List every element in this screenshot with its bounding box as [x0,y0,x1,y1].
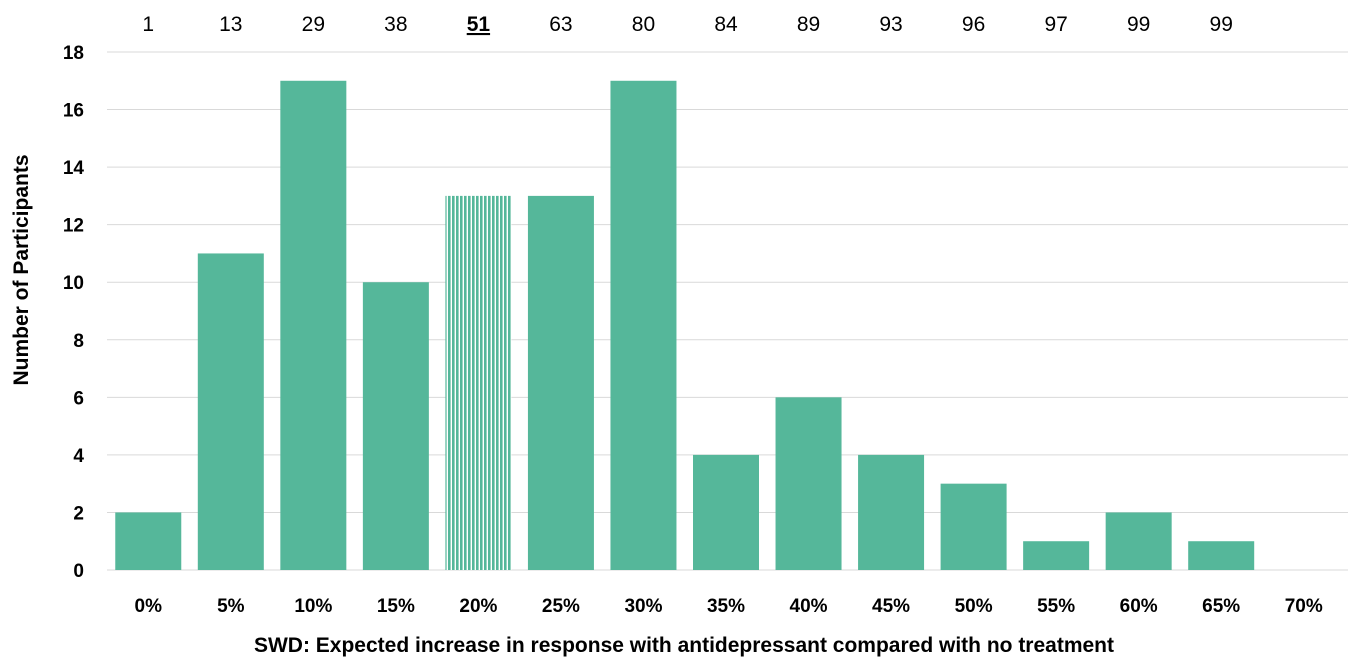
x-tick-label: 65% [1202,596,1240,617]
cumulative-label: 13 [219,13,242,36]
x-tick-label: 35% [707,596,745,617]
y-tick-label: 2 [73,503,84,524]
cumulative-label: 84 [714,13,738,36]
cumulative-label: 80 [632,13,655,36]
cumulative-label: 99 [1210,13,1233,36]
bar [280,80,347,571]
bar [197,253,264,570]
bar-highlighted [445,195,512,570]
cumulative-label: 63 [549,13,572,36]
bar [1105,512,1172,570]
y-axis-ticks: 0 2 4 6 8 10 12 14 16 18 [63,43,85,582]
x-tick-label: 60% [1120,596,1158,617]
y-tick-label: 14 [63,158,85,179]
y-tick-label: 4 [73,446,84,467]
x-axis-title: SWD: Expected increase in response with … [254,634,1114,657]
cumulative-label: 51 [467,13,491,36]
x-tick-label: 40% [790,596,828,617]
bars [115,80,1255,571]
bar [527,195,594,570]
x-tick-label: 5% [217,596,245,617]
y-tick-label: 8 [73,331,84,352]
bar [1023,541,1090,570]
cumulative-label: 97 [1044,13,1067,36]
x-tick-label: 15% [377,596,415,617]
cumulative-label: 1 [142,13,154,36]
y-tick-label: 18 [63,43,84,64]
x-tick-label: 20% [459,596,497,617]
cumulative-labels: 1 13 29 38 51 63 80 84 89 93 96 97 99 99 [142,13,1232,36]
x-tick-label: 30% [624,596,662,617]
y-tick-label: 0 [73,561,84,582]
x-tick-label: 25% [542,596,580,617]
y-axis-title: Number of Participants [10,154,33,385]
x-axis-ticks: 0% 5% 10% 15% 20% 25% 30% 35% 40% 45% 50% 55% 60% 65%… [135,596,1323,617]
cumulative-label: 29 [302,13,325,36]
y-tick-label: 6 [73,388,84,409]
x-tick-label: 70% [1285,596,1323,617]
y-tick-label: 16 [63,101,84,122]
bar [775,397,842,570]
bar [362,282,429,570]
x-tick-label: 50% [955,596,993,617]
cumulative-label: 93 [879,13,902,36]
bar [858,454,925,570]
y-tick-label: 12 [63,216,84,237]
cumulative-label: 96 [962,13,985,36]
x-tick-label: 55% [1037,596,1075,617]
x-tick-label: 10% [294,596,332,617]
bar [610,80,677,571]
y-tick-label: 10 [63,273,84,294]
x-tick-label: 45% [872,596,910,617]
bar [940,483,1007,570]
cumulative-label: 38 [384,13,407,36]
bar [115,512,182,570]
bar [693,454,759,570]
bar [1188,541,1255,570]
x-tick-label: 0% [135,596,163,617]
cumulative-label: 99 [1127,13,1150,36]
cumulative-label: 89 [797,13,820,36]
